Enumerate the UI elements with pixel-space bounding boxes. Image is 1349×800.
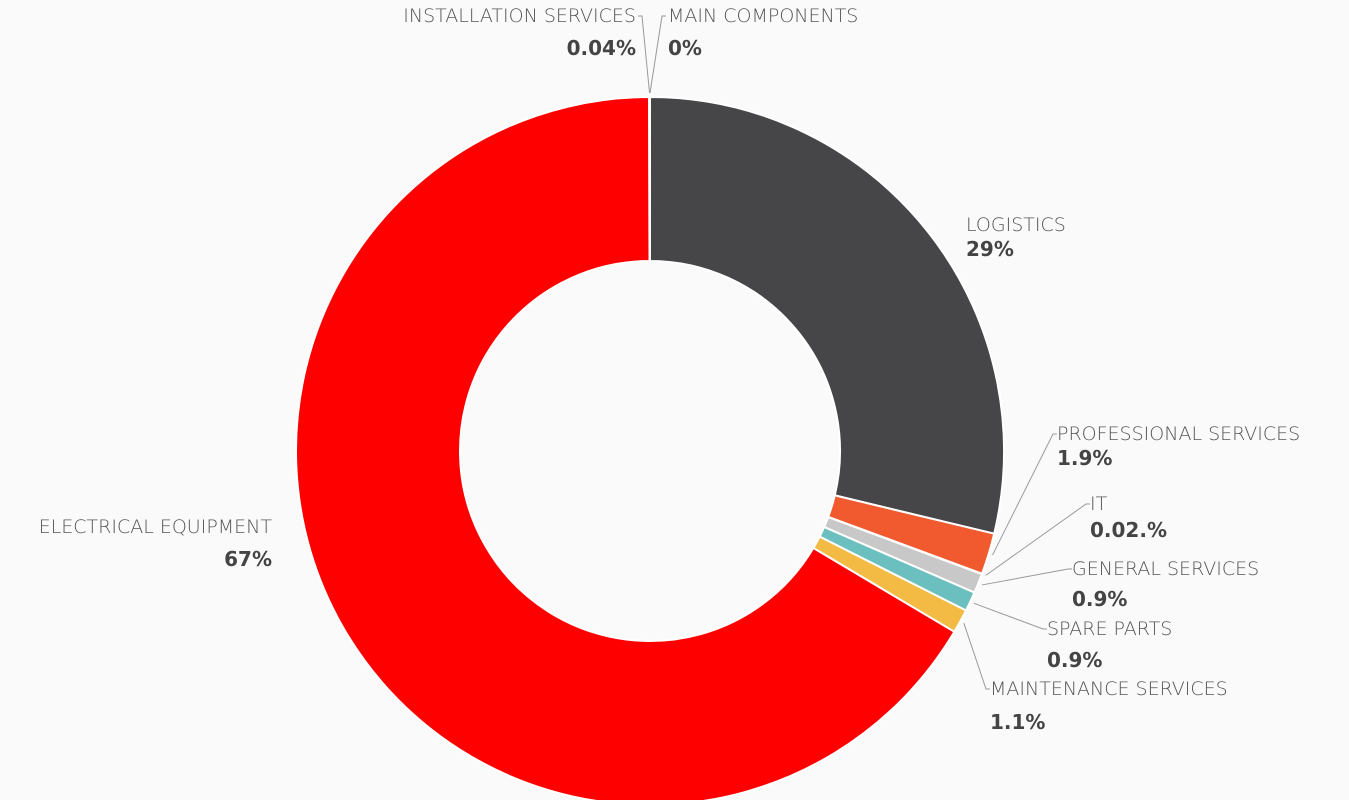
value-label: 0.04% [567,36,636,60]
slice-label: INSTALLATION SERVICES [403,5,636,27]
slice-label: IT [1090,493,1108,515]
slice [648,95,651,263]
slice-label: MAIN COMPONENTS [668,5,858,27]
leader-line [973,602,1047,630]
value-label: 1.1% [990,710,1045,734]
slice-label: SPARE PARTS [1047,618,1172,640]
slice [649,95,1005,535]
leader-line [649,15,666,94]
value-label: 0% [668,36,702,60]
slice-label: LOGISTICS [966,214,1066,236]
leader-line [963,623,990,690]
slice-label: PROFESSIONAL SERVICES [1057,423,1300,445]
value-label: 29% [966,237,1014,261]
value-label: 0.9% [1072,587,1127,611]
value-label: 0.9% [1047,648,1102,672]
slice-label: MAINTENANCE SERVICES [990,678,1228,700]
value-label: 67% [224,547,272,571]
leader-line [992,433,1057,556]
slice-label: GENERAL SERVICES [1072,558,1259,580]
value-label: 0.02.% [1090,518,1167,542]
leader-line [638,15,651,94]
value-label: 1.9% [1057,446,1112,470]
slice-label: ELECTRICAL EQUIPMENT [39,516,273,538]
leader-line [981,568,1072,586]
leader-line [985,503,1090,576]
